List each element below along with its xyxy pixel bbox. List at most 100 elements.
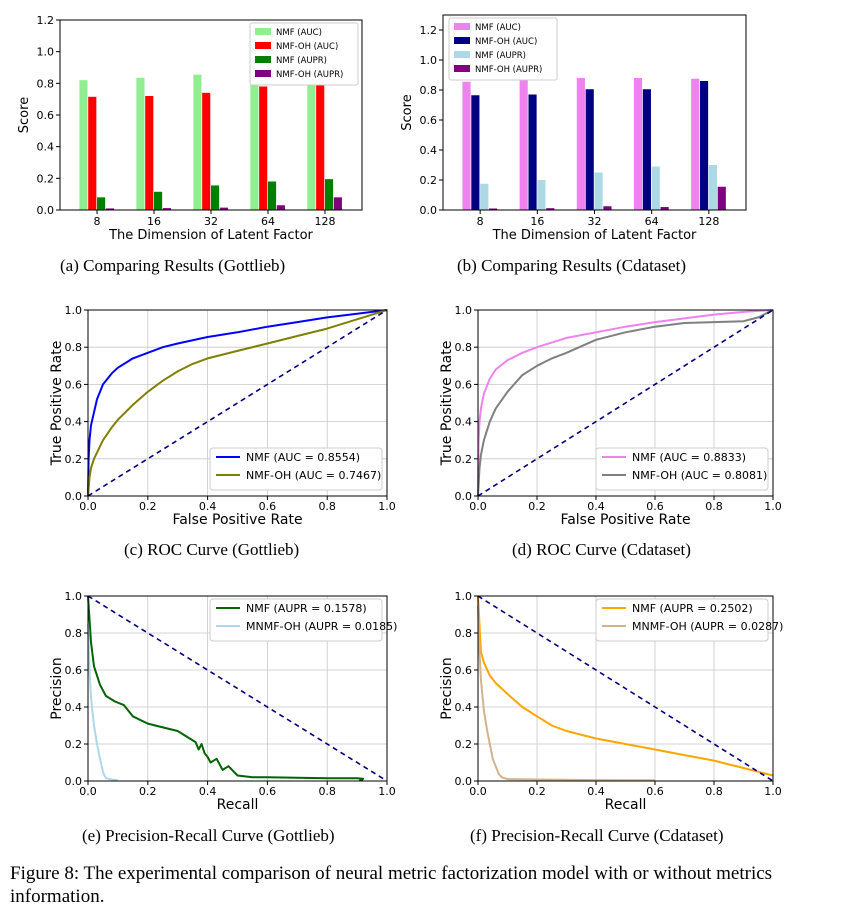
series-line — [477, 605, 656, 782]
y-axis-label: Precision — [49, 657, 65, 719]
y-tick-label: 1.0 — [420, 54, 438, 67]
y-axis-label: Score — [400, 94, 415, 130]
bar — [88, 96, 97, 210]
x-tick-label: 0.2 — [139, 785, 157, 798]
legend-label: NMF (AUPR = 0.1578) — [246, 602, 367, 615]
legend-box — [448, 17, 558, 81]
y-tick-label: 0.4 — [455, 701, 473, 714]
y-tick-label: 1.0 — [65, 590, 83, 603]
y-tick-label: 1.0 — [37, 46, 55, 59]
x-tick-label: 0.6 — [646, 500, 664, 513]
caption-a: (a) Comparing Results (Gottlieb) — [60, 256, 286, 275]
series-line — [87, 309, 388, 497]
bar — [259, 86, 268, 210]
x-axis-label: False Positive Rate — [172, 512, 302, 528]
y-axis-label: True Positive Rate — [49, 341, 65, 467]
x-tick-label: 32 — [588, 215, 602, 228]
x-tick-label: 0.8 — [705, 785, 723, 798]
x-tick-label: 0.2 — [528, 500, 546, 513]
y-tick-label: 0.8 — [420, 84, 438, 97]
bar — [471, 95, 480, 210]
x-tick-label: 1.0 — [378, 500, 396, 513]
legend-swatch — [454, 37, 470, 44]
plot-frame — [87, 595, 388, 782]
bar — [528, 94, 537, 210]
x-tick-label: 0.4 — [587, 500, 605, 513]
legend-label: NMF-OH (AUC = 0.7467) — [246, 469, 381, 482]
x-tick-label: 8 — [94, 215, 101, 228]
y-axis-label: Score — [17, 97, 32, 133]
legend-label: MNMF-OH (AUPR = 0.0287) — [632, 620, 783, 633]
y-axis-label: Precision — [439, 657, 455, 719]
legend-box — [595, 447, 769, 491]
y-tick-label: 0.0 — [65, 775, 83, 788]
x-tick-label: 64 — [645, 215, 659, 228]
y-tick-label: 0.6 — [37, 109, 55, 122]
legend-swatch — [454, 65, 470, 72]
legend-label: NMF (AUC = 0.8833) — [632, 451, 746, 464]
bar — [97, 197, 106, 210]
bar — [154, 191, 163, 210]
bar — [211, 185, 220, 210]
bar — [105, 208, 114, 210]
x-axis-label: False Positive Rate — [560, 512, 690, 528]
bar — [202, 92, 211, 210]
legend-box — [249, 22, 359, 86]
legend-swatch — [454, 51, 470, 58]
legend-swatch — [255, 28, 271, 35]
bar — [333, 197, 342, 210]
bar — [316, 84, 325, 210]
bar — [603, 206, 612, 210]
reference-line — [477, 595, 774, 782]
legend-box — [595, 598, 769, 642]
legend-swatch — [255, 42, 271, 49]
y-tick-label: 1.0 — [65, 304, 83, 317]
plot-frame — [59, 19, 363, 211]
bar — [136, 77, 145, 211]
x-tick-label: 0.8 — [318, 785, 336, 798]
legend-label: NMF (AUC) — [276, 28, 322, 38]
x-tick-label: 8 — [477, 215, 484, 228]
x-tick-label: 64 — [261, 215, 275, 228]
x-tick-label: 0.4 — [587, 785, 605, 798]
y-tick-label: 0.4 — [65, 416, 83, 429]
x-axis-label: The Dimension of Latent Factor — [108, 228, 313, 243]
x-tick-label: 0.6 — [259, 500, 277, 513]
legend-box — [209, 598, 383, 642]
x-tick-label: 0.0 — [469, 785, 487, 798]
bar — [691, 78, 700, 210]
legend-label: NMF (AUPR) — [276, 56, 327, 66]
x-tick-label: 0.4 — [199, 785, 217, 798]
plot-frame — [477, 595, 774, 782]
y-tick-label: 0.0 — [455, 490, 473, 503]
series-line — [87, 309, 388, 497]
bar — [699, 81, 709, 210]
bar — [651, 166, 660, 210]
y-tick-label: 0.8 — [65, 341, 83, 354]
x-tick-label: 16 — [147, 215, 161, 228]
reference-line — [87, 309, 388, 497]
legend-label: NMF (AUPR) — [475, 51, 526, 61]
legend-swatch — [255, 70, 271, 77]
bar — [717, 186, 726, 210]
x-tick-label: 32 — [204, 215, 218, 228]
chart-d: 0.00.0 0.2 0.2 0.4 0.4 0.6 0.6 0.8 0.8 1.0 1.0 Fals… — [439, 304, 782, 528]
y-tick-label: 0.4 — [37, 141, 55, 154]
y-tick-label: 0.8 — [455, 341, 473, 354]
x-tick-label: 0.6 — [646, 785, 664, 798]
y-tick-label: 0.6 — [455, 378, 473, 391]
bar — [489, 208, 498, 210]
chart-f: 0.00.0 0.2 0.2 0.4 0.4 0.6 0.6 0.8 0.8 1.0 1.0 Reca… — [439, 590, 783, 813]
legend-label: NMF-OH (AUC) — [276, 42, 338, 52]
y-tick-label: 1.2 — [37, 14, 55, 27]
bar — [307, 73, 316, 211]
bar — [324, 179, 334, 210]
bar — [193, 74, 202, 210]
x-tick-label: 0.2 — [139, 500, 157, 513]
plot-frame — [87, 309, 388, 497]
caption-b: (b) Comparing Results (Cdataset) — [457, 256, 686, 275]
bar — [708, 165, 717, 210]
y-tick-label: 0.4 — [420, 144, 438, 157]
series-line — [477, 309, 774, 497]
x-tick-label: 0.6 — [259, 785, 277, 798]
